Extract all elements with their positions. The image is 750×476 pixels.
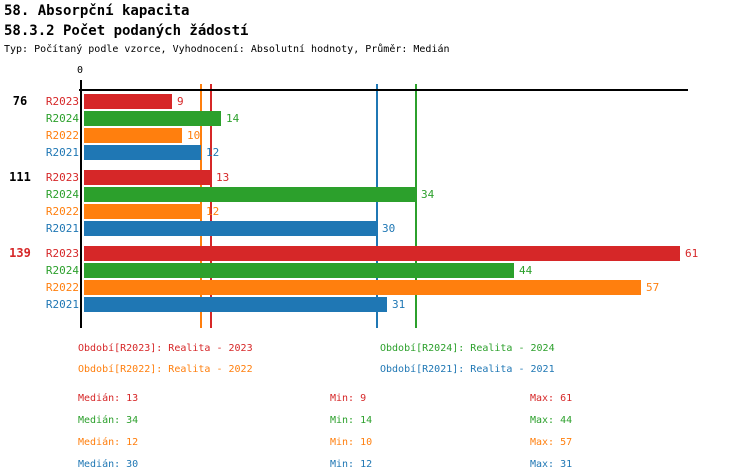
legend-item-r2024: Období[R2024]: Realita - 2024 [380, 343, 555, 354]
bar-r2023 [84, 170, 211, 185]
group-label: 139 [9, 246, 31, 260]
stat-max-r2023: Max: 61 [530, 393, 573, 404]
legend-item-r2021: Období[R2021]: Realita - 2021 [380, 364, 555, 375]
bar-r2022 [84, 128, 182, 143]
stat-min-r2023: Min: 9 [330, 393, 367, 404]
bar-r2022 [84, 280, 641, 295]
stat-min-r2024: Min: 14 [330, 415, 373, 426]
stat-median-r2024: Medián: 34 [78, 415, 139, 426]
x-axis-line [79, 89, 688, 91]
bar-row-label-r2021: R2021 [45, 146, 79, 159]
bar-value-label: 34 [421, 188, 435, 201]
bar-value-label: 10 [187, 129, 201, 142]
bar-row-label-r2023: R2023 [45, 95, 79, 108]
bar-row-label-r2022: R2022 [45, 205, 79, 218]
stat-median-r2023: Medián: 13 [78, 393, 139, 404]
bar-r2024 [84, 187, 416, 202]
bar-row-label-r2022: R2022 [45, 129, 79, 142]
legend-item-r2023: Období[R2023]: Realita - 2023 [78, 343, 253, 354]
bar-r2022 [84, 204, 201, 219]
bar-r2024 [84, 263, 514, 278]
stat-max-r2021: Max: 31 [530, 459, 573, 470]
bar-row-label-r2024: R2024 [45, 112, 79, 125]
bar-r2024 [84, 111, 221, 126]
bar-r2023 [84, 94, 172, 109]
bar-r2021 [84, 297, 387, 312]
bar-row-label-r2022: R2022 [45, 281, 79, 294]
bar-row-label-r2024: R2024 [45, 264, 79, 277]
bar-value-label: 61 [685, 247, 699, 260]
bar-row-label-r2023: R2023 [45, 171, 79, 184]
bar-value-label: 12 [206, 205, 220, 218]
stat-median-r2021: Medián: 30 [78, 459, 139, 470]
median-line-r2021 [376, 84, 378, 328]
page-subtitle: 58.3.2 Počet podaných žádostí [4, 23, 249, 39]
page-title: 58. Absorpční kapacita [4, 3, 190, 19]
bar-row-label-r2021: R2021 [45, 298, 79, 311]
bar-value-label: 57 [646, 281, 660, 294]
y-axis-line [80, 80, 82, 328]
bar-value-label: 13 [216, 171, 230, 184]
bar-r2023 [84, 246, 680, 261]
stat-median-r2022: Medián: 12 [78, 437, 139, 448]
legend-item-r2022: Období[R2022]: Realita - 2022 [78, 364, 253, 375]
group-label: 111 [9, 170, 31, 184]
bar-row-label-r2021: R2021 [45, 222, 79, 235]
plot-area: R2023 9 R2024 14 R2022 10 R2021 12 R2023 13 R2024 3… [46, 84, 698, 328]
bar-r2021 [84, 221, 377, 236]
chart-meta-line: Typ: Počítaný podle vzorce, Vyhodnocení:… [4, 44, 450, 55]
x-axis-zero-tick-label: 0 [76, 65, 84, 76]
bar-value-label: 12 [206, 146, 220, 159]
stat-max-r2024: Max: 44 [530, 415, 573, 426]
bar-row-label-r2024: R2024 [45, 188, 79, 201]
group-label: 76 [12, 94, 28, 108]
bar-value-label: 44 [519, 264, 533, 277]
median-line-r2023 [210, 84, 212, 328]
median-line-r2024 [415, 84, 417, 328]
bar-r2021 [84, 145, 201, 160]
stat-min-r2022: Min: 10 [330, 437, 373, 448]
median-line-r2022 [200, 84, 202, 328]
stat-max-r2022: Max: 57 [530, 437, 573, 448]
bar-row-label-r2023: R2023 [45, 247, 79, 260]
stat-min-r2021: Min: 12 [330, 459, 373, 470]
bar-value-label: 31 [392, 298, 406, 311]
bar-value-label: 30 [382, 222, 396, 235]
bar-value-label: 14 [226, 112, 240, 125]
bar-value-label: 9 [177, 95, 184, 108]
